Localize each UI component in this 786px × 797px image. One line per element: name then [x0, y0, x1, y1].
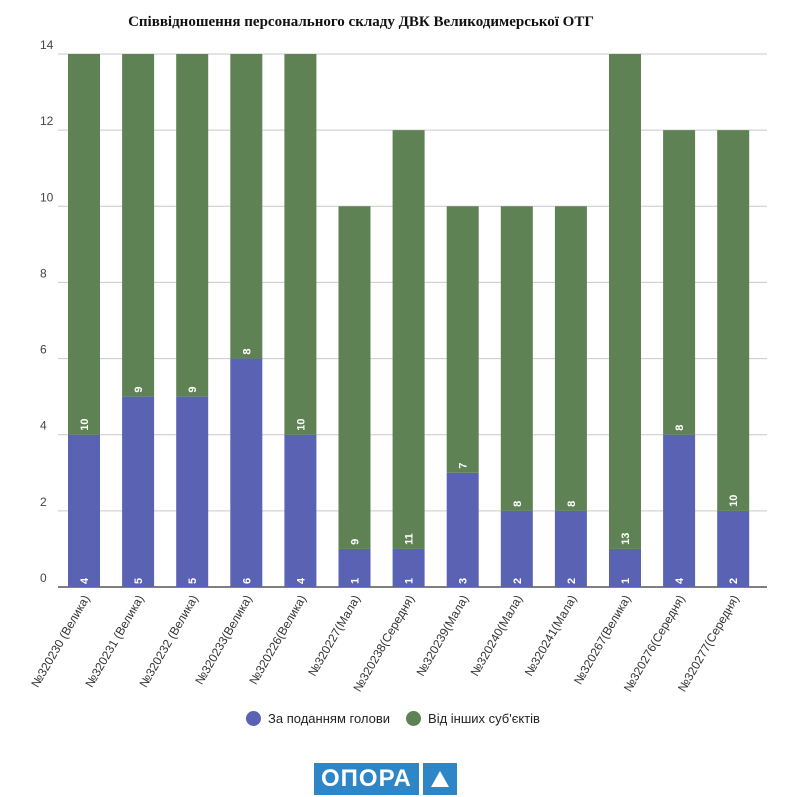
- opora-logo: ОПОРА: [314, 763, 457, 795]
- triangle-icon: [422, 763, 457, 795]
- x-tick-label: №320230 (Велика): [28, 593, 92, 690]
- x-tick-label: №320240(Мала): [468, 592, 526, 678]
- data-label: 6: [241, 578, 253, 584]
- x-tick-label: №320239(Мала): [413, 592, 471, 678]
- bar-head: [68, 434, 100, 587]
- data-label: 9: [350, 539, 362, 545]
- data-label: 4: [295, 577, 307, 584]
- bar-others: [446, 206, 479, 473]
- bar-others: [717, 130, 750, 511]
- data-label: 9: [187, 387, 199, 393]
- y-tick-label: 10: [40, 190, 54, 204]
- bar-head: [230, 358, 263, 587]
- bar-others: [392, 130, 425, 549]
- legend-label: За поданням голови: [268, 711, 391, 726]
- bar-head: [392, 548, 425, 587]
- bar-others: [663, 130, 696, 435]
- legend-swatch: [246, 711, 262, 726]
- x-tick-label: №320227(Мала): [305, 592, 363, 678]
- bar-head: [284, 434, 317, 587]
- bars: [68, 54, 750, 587]
- data-label: 8: [566, 501, 578, 507]
- data-label: 5: [187, 578, 199, 584]
- data-label: 10: [295, 418, 307, 430]
- bar-head: [176, 396, 209, 587]
- bar-head: [500, 510, 533, 587]
- data-label: 5: [133, 578, 145, 584]
- y-axis: 0 2 4 6 8 10 12 14: [40, 38, 54, 585]
- data-label: 4: [79, 577, 91, 584]
- bar-head: [122, 396, 155, 587]
- x-tick-label: №320226(Велика): [246, 593, 309, 688]
- bar-head: [554, 510, 587, 587]
- x-tick-label: №320267(Велика): [571, 593, 634, 688]
- bar-others: [122, 54, 155, 397]
- x-tick-label: №320276(Середня): [621, 593, 688, 695]
- y-tick-label: 2: [40, 495, 47, 509]
- legend-item-head: За поданням голови: [246, 711, 390, 726]
- legend-swatch: [406, 711, 422, 726]
- data-label: 2: [728, 578, 740, 584]
- bar-head: [663, 434, 696, 587]
- x-axis: №320230 (Велика)№320231 (Велика)№320232 …: [28, 592, 742, 694]
- data-label: 2: [512, 578, 524, 584]
- bar-others: [554, 206, 587, 511]
- bar-others: [284, 54, 317, 435]
- bar-others: [338, 206, 371, 549]
- data-label: 10: [79, 418, 91, 430]
- data-label: 2: [566, 578, 578, 584]
- bar-others: [68, 54, 100, 435]
- bar-head: [338, 548, 371, 587]
- data-label: 11: [404, 533, 416, 545]
- x-tick-label: №320233(Велика): [192, 593, 255, 688]
- data-label: 8: [674, 425, 686, 431]
- data-label: 1: [404, 578, 416, 584]
- bar-others: [176, 54, 209, 397]
- legend-label: Від інших суб'єктів: [428, 711, 540, 726]
- bar-others: [609, 54, 641, 549]
- data-label: 13: [620, 533, 632, 545]
- data-label: 9: [133, 387, 145, 393]
- data-label: 1: [620, 578, 632, 584]
- legend-item-others: Від інших суб'єктів: [406, 711, 540, 726]
- data-label: 3: [458, 578, 470, 584]
- bar-others: [230, 54, 263, 359]
- data-label: 8: [512, 501, 524, 507]
- bar-head: [717, 510, 750, 587]
- bar-head: [446, 472, 479, 587]
- logo-text: ОПОРА: [314, 763, 419, 795]
- x-tick-label: №320277(Середня): [675, 593, 742, 695]
- chart-title: Співвідношення персонального складу ДВК …: [128, 14, 594, 30]
- x-tick-label: №320231 (Велика): [82, 593, 146, 690]
- data-label: 7: [458, 463, 470, 469]
- data-label: 10: [728, 495, 740, 507]
- x-tick-label: №320232 (Велика): [136, 593, 200, 690]
- bar-others: [500, 206, 533, 511]
- x-tick-label: №320238(Середня): [350, 593, 417, 695]
- y-tick-label: 14: [40, 38, 54, 52]
- data-label: 1: [350, 578, 362, 584]
- y-tick-label: 0: [40, 571, 47, 585]
- legend: За поданням голови Від інших суб'єктів: [0, 711, 786, 726]
- y-tick-label: 6: [40, 343, 47, 357]
- data-label: 8: [241, 348, 253, 354]
- y-tick-label: 4: [40, 419, 47, 433]
- bar-head: [609, 548, 641, 587]
- data-label: 4: [674, 577, 686, 584]
- x-tick-label: №320241(Мала): [522, 592, 580, 678]
- y-tick-label: 8: [40, 266, 47, 280]
- y-tick-label: 12: [40, 114, 54, 128]
